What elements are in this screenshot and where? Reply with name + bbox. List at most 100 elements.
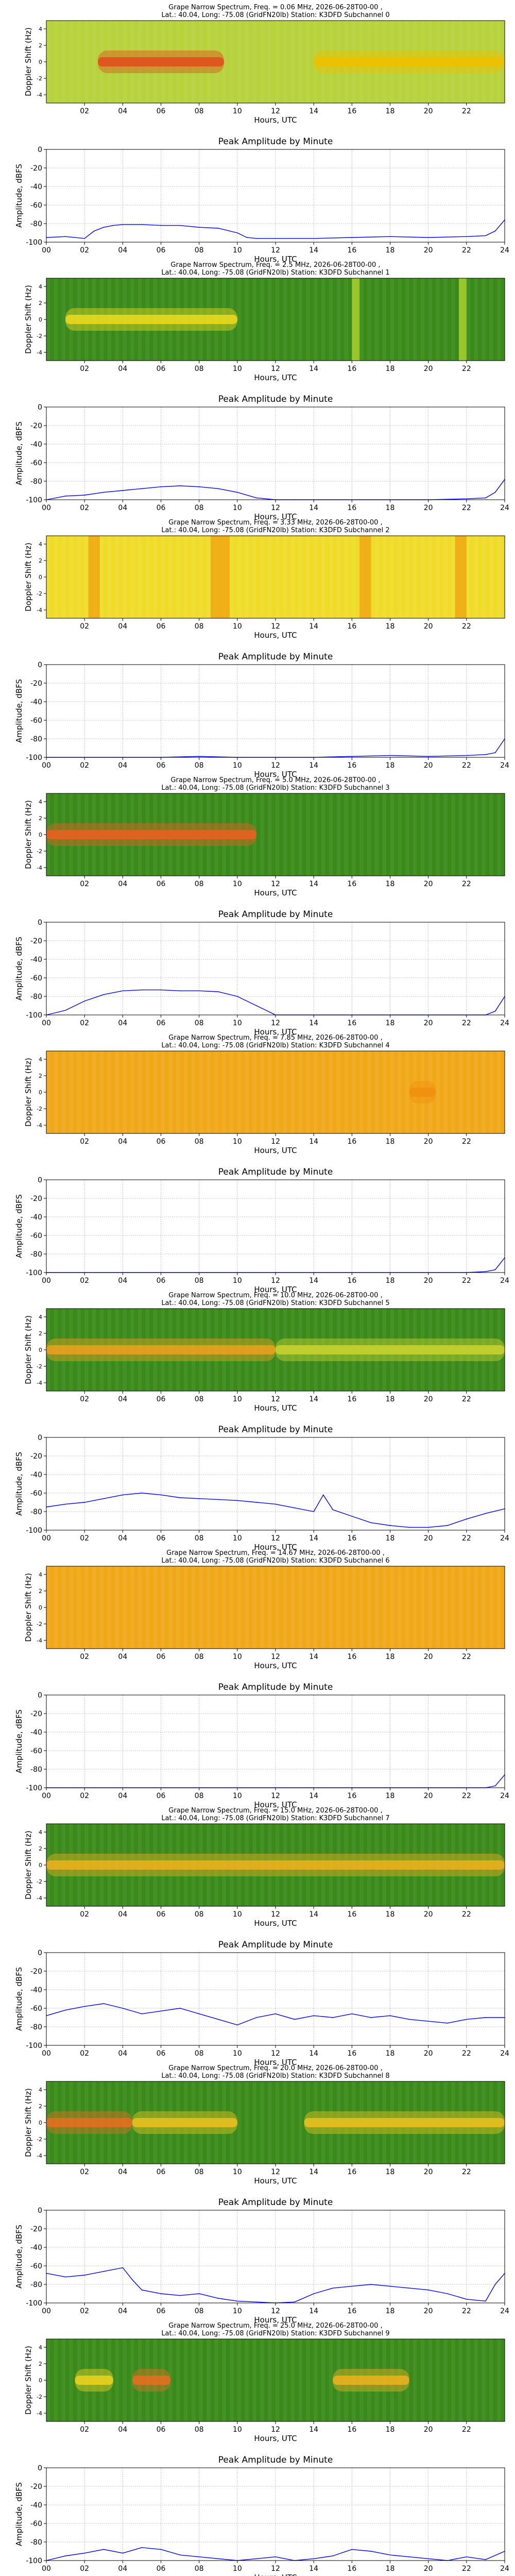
y-tick-label: -2 [37, 848, 42, 855]
x-tick-label: 10 [233, 246, 242, 255]
y-tick-label: 0 [38, 1691, 42, 1700]
x-axis-label: Hours, UTC [254, 1800, 297, 1809]
texture-stripe [199, 536, 203, 618]
texture-stripe [382, 1566, 387, 1649]
x-tick-label: 22 [462, 1138, 471, 1146]
data-point [141, 2547, 143, 2548]
data-point [351, 756, 353, 757]
x-tick-label: 20 [424, 1019, 433, 1027]
texture-stripe [336, 1566, 341, 1649]
texture-stripe [374, 793, 379, 876]
texture-stripe [352, 793, 356, 876]
x-tick-label: 20 [424, 622, 433, 631]
x-axis-label: Hours, UTC [254, 1146, 297, 1155]
x-tick-label: 22 [462, 504, 471, 512]
x-tick-label: 16 [347, 1138, 356, 1146]
x-tick-label: 20 [424, 1138, 433, 1146]
y-tick-label: -40 [30, 1986, 42, 1994]
spectrum-background [46, 1566, 505, 1649]
x-tick-label: 02 [80, 246, 89, 255]
texture-stripe [428, 536, 433, 618]
chart-title: Grape Narrow Spectrum, Freq. = 14.67 MHz… [166, 1549, 385, 1557]
y-axis-label: Amplitude, dBFS [14, 1452, 24, 1516]
texture-stripe [222, 1566, 226, 1649]
data-point [494, 2284, 496, 2285]
texture-stripe [359, 278, 364, 361]
texture-stripe [489, 2339, 493, 2421]
texture-stripe [245, 1051, 249, 1133]
plot-frame [46, 1437, 505, 1531]
x-tick-label: 04 [118, 107, 127, 115]
texture-stripe [168, 2339, 173, 2421]
y-tick-label: -4 [37, 1637, 42, 1644]
spectrum-chart: Grape Narrow Spectrum, Freq. = 5.0 MHz, … [24, 776, 505, 897]
x-tick-label: 20 [424, 2565, 433, 2573]
x-tick-label: 22 [462, 2168, 471, 2176]
y-tick-label: -20 [30, 1195, 42, 1203]
data-point [408, 2556, 410, 2557]
x-axis-label: Hours, UTC [254, 2573, 297, 2576]
data-point [160, 1494, 162, 1496]
x-tick-label: 08 [195, 504, 204, 512]
texture-stripe [436, 536, 440, 618]
x-tick-label: 08 [195, 1019, 204, 1027]
data-point [237, 2024, 238, 2026]
x-tick-label: 14 [309, 246, 318, 255]
data-point [103, 2549, 105, 2550]
data-point [275, 2556, 276, 2557]
data-point [256, 238, 257, 239]
texture-stripe [489, 793, 493, 876]
texture-stripe [466, 793, 471, 876]
x-tick-label: 10 [233, 504, 242, 512]
texture-stripe [61, 2339, 66, 2421]
texture-stripe [336, 536, 341, 618]
x-tick-label: 12 [271, 2049, 280, 2058]
data-point [322, 1494, 324, 1496]
data-point [466, 2019, 467, 2020]
texture-stripe [344, 536, 348, 618]
y-tick-label: -2 [37, 590, 42, 597]
x-tick-label: 06 [157, 1395, 166, 1403]
texture-stripe [298, 2081, 302, 2164]
x-tick-label: 24 [500, 504, 509, 512]
x-tick-label: 16 [347, 2565, 356, 2573]
x-tick-label: 12 [271, 2565, 280, 2573]
y-tick-label: -4 [37, 1122, 42, 1129]
data-point [198, 2013, 200, 2014]
texture-stripe [489, 1566, 493, 1649]
data-point [84, 1502, 85, 1503]
x-tick-label: 06 [157, 2307, 166, 2315]
x-tick-label: 02 [80, 2565, 89, 2573]
x-tick-label: 22 [462, 1792, 471, 1800]
y-tick-label: -40 [30, 698, 42, 706]
x-tick-label: 12 [271, 622, 280, 631]
spectrum-chart: Grape Narrow Spectrum, Freq. = 20.0 MHz,… [24, 2064, 505, 2185]
x-tick-label: 14 [309, 504, 318, 512]
y-tick-label: 4 [39, 799, 42, 805]
spectrum-band [314, 57, 505, 66]
spectrum-band [409, 1088, 436, 1097]
data-point [141, 2290, 143, 2291]
plot-frame [46, 149, 505, 243]
texture-stripe [344, 1051, 348, 1133]
texture-stripe [283, 1051, 287, 1133]
texture-stripe [184, 1566, 188, 1649]
data-point [485, 1513, 486, 1514]
x-tick-label: 06 [157, 1792, 166, 1800]
texture-stripe [428, 2339, 433, 2421]
texture-stripe [474, 1566, 478, 1649]
texture-stripe [115, 1051, 119, 1133]
y-tick-label: -2 [37, 1621, 42, 1628]
data-point [466, 236, 467, 238]
y-tick-label: -4 [37, 2153, 42, 2159]
texture-stripe [84, 21, 89, 103]
y-tick-label: 0 [39, 574, 42, 581]
texture-stripe [474, 2339, 478, 2421]
texture-stripe [405, 536, 409, 618]
texture-stripe [314, 2339, 318, 2421]
y-tick-label: 0 [38, 1949, 42, 1957]
chart-title: Grape Narrow Spectrum, Freq. = 15.0 MHz,… [168, 1807, 382, 1815]
texture-stripe [153, 1566, 158, 1649]
y-tick-label: 0 [38, 919, 42, 927]
texture-stripe [298, 21, 302, 103]
